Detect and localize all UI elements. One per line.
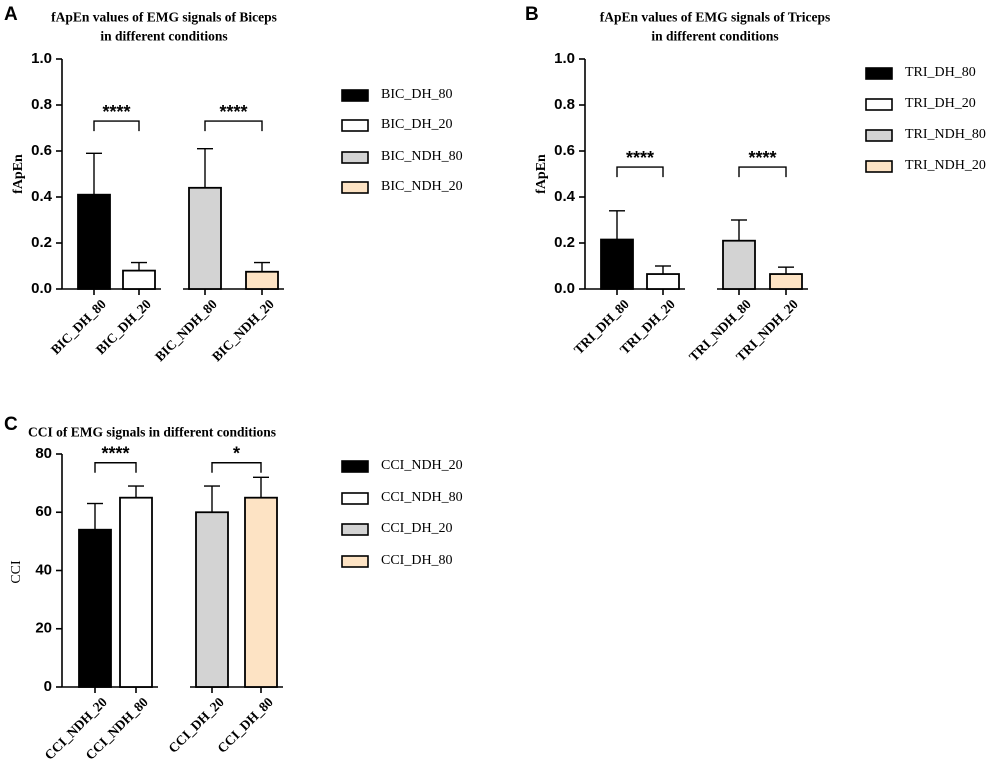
y-tick-label: 0.8 (31, 96, 52, 113)
legend-swatch (341, 460, 369, 473)
y-tick-label: 0.2 (31, 234, 52, 251)
y-tick-label: 0.6 (31, 142, 52, 159)
legend-label: CCI_NDH_20 (381, 458, 463, 473)
y-tick-label: 80 (35, 445, 52, 462)
significance-bracket (211, 462, 262, 473)
y-tick-label: 1.0 (554, 50, 575, 67)
bar (78, 528, 112, 688)
bar (769, 273, 803, 290)
legend-label: CCI_DH_20 (381, 521, 453, 536)
bar (77, 193, 111, 290)
panel-letter: C (4, 414, 18, 435)
legend-label: TRI_DH_20 (905, 96, 976, 111)
chart-title-line: fApEn values of EMG signals of Biceps (51, 10, 277, 25)
significance-bracket (616, 166, 664, 178)
y-tick-label: 20 (35, 620, 52, 637)
legend-swatch (341, 555, 369, 568)
chart-title-line: in different conditions (651, 29, 778, 44)
legend-label: BIC_NDH_80 (381, 149, 463, 164)
legend-swatch (341, 119, 369, 132)
legend-label: BIC_DH_20 (381, 117, 453, 132)
significance-label: **** (102, 102, 130, 122)
y-tick-label: 0.0 (554, 280, 575, 297)
legend-swatch (865, 160, 893, 173)
chart-title-line: in different conditions (100, 29, 227, 44)
legend-label: TRI_DH_80 (905, 65, 976, 80)
bar (646, 273, 680, 290)
panel-letter: A (4, 4, 18, 25)
legend-label: BIC_NDH_20 (381, 179, 463, 194)
chart-title-line: CCI of EMG signals in different conditio… (28, 425, 276, 440)
panel-letter: B (525, 4, 539, 25)
significance-bracket (94, 462, 137, 473)
legend-swatch (865, 98, 893, 111)
chart-title-line: fApEn values of EMG signals of Triceps (600, 10, 831, 25)
y-tick-label: 0.4 (554, 188, 576, 205)
legend-swatch (341, 523, 369, 536)
significance-label: **** (101, 444, 129, 464)
y-axis-label: CCI (9, 560, 24, 584)
bar (119, 496, 153, 688)
legend-label: CCI_NDH_80 (381, 490, 463, 505)
y-tick-label: 0.0 (31, 280, 52, 297)
significance-bracket (93, 120, 140, 132)
legend-swatch (341, 181, 369, 194)
significance-bracket (204, 120, 263, 132)
bar (722, 239, 756, 290)
y-tick-label: 0.6 (554, 142, 575, 159)
legend-swatch (341, 492, 369, 505)
y-tick-label: 0.8 (554, 96, 575, 113)
y-axis-label: fApEn (11, 154, 26, 194)
legend-label: CCI_DH_80 (381, 553, 453, 568)
legend-label: BIC_DH_80 (381, 87, 453, 102)
bar (122, 269, 156, 290)
significance-label: * (233, 444, 240, 464)
legend-label: TRI_NDH_80 (905, 127, 986, 142)
y-tick-label: 0.2 (554, 234, 575, 251)
significance-label: **** (748, 148, 776, 168)
panel-c: C CCI of EMG signals in different conditi… (4, 414, 463, 763)
y-axis-label: fApEn (534, 154, 549, 194)
legend-swatch (865, 129, 893, 142)
bar (600, 238, 634, 290)
legend-swatch (341, 89, 369, 102)
bar (195, 511, 229, 688)
y-tick-label: 0 (44, 678, 52, 695)
bar (188, 186, 222, 290)
y-tick-label: 60 (35, 503, 52, 520)
significance-label: **** (219, 102, 247, 122)
y-tick-label: 40 (35, 561, 52, 578)
legend-swatch (865, 67, 893, 80)
bar (244, 496, 278, 688)
y-tick-label: 1.0 (31, 50, 52, 67)
significance-label: **** (626, 148, 654, 168)
legend-swatch (341, 151, 369, 164)
significance-bracket (738, 166, 787, 178)
bar (245, 270, 279, 290)
y-tick-label: 0.4 (31, 188, 53, 205)
legend-label: TRI_NDH_20 (905, 158, 986, 173)
